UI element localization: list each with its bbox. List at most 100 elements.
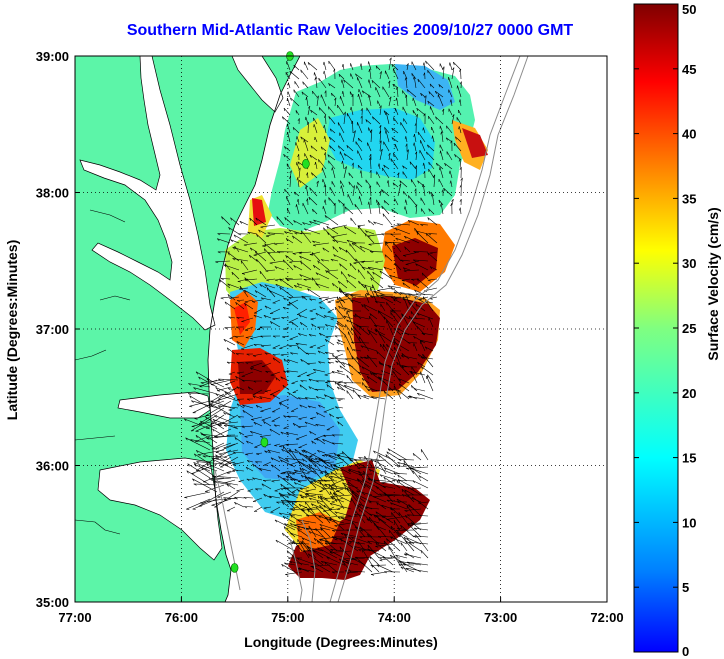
velocity-vector — [403, 251, 420, 256]
vector-head — [324, 215, 327, 219]
velocity-vector — [309, 481, 324, 489]
velocity-vector — [393, 339, 402, 352]
velocity-vector — [308, 196, 318, 206]
velocity-vector — [353, 513, 366, 517]
vector-head — [304, 476, 307, 480]
vector-head — [361, 479, 365, 483]
velocity-vector — [378, 376, 394, 384]
velocity-vector — [328, 160, 336, 170]
vector-head — [378, 333, 381, 337]
vector-head — [323, 70, 325, 74]
vector-head — [303, 279, 307, 281]
velocity-vector — [210, 379, 232, 385]
vector-head — [335, 301, 339, 303]
velocity-vector — [285, 277, 294, 280]
vector-head — [323, 315, 327, 318]
vector-head — [226, 472, 230, 474]
velocity-vector — [396, 223, 411, 226]
velocity-vector — [281, 317, 290, 319]
vector-head — [341, 64, 344, 68]
vector-head — [443, 187, 445, 192]
velocity-vector — [287, 91, 291, 98]
velocity-vector — [390, 312, 402, 328]
vector-head — [320, 459, 324, 463]
vector-head — [349, 263, 352, 267]
vector-head — [283, 415, 286, 418]
vector-head — [369, 513, 372, 517]
velocity-vector — [343, 315, 354, 320]
vector-head — [283, 259, 285, 263]
velocity-vector — [232, 461, 245, 466]
velocity-vector — [393, 153, 399, 161]
vector-head — [420, 356, 424, 359]
vector-head — [332, 530, 336, 532]
velocity-vector — [301, 508, 317, 511]
vector-head — [249, 217, 252, 222]
vector-head — [378, 310, 381, 314]
velocity-vector — [254, 290, 267, 298]
vector-head — [318, 107, 321, 111]
vector-head — [351, 162, 354, 166]
velocity-vector — [389, 274, 402, 280]
velocity-vector — [459, 158, 462, 170]
velocity-vector — [367, 233, 384, 237]
velocity-vector — [438, 199, 444, 206]
velocity-vector — [305, 488, 317, 492]
velocity-vector — [336, 322, 344, 328]
vector-head — [408, 316, 410, 320]
velocity-vector — [341, 296, 357, 301]
vector-head — [332, 354, 334, 358]
vector-head — [305, 397, 308, 400]
velocity-vector — [296, 204, 300, 215]
x-tick-label: 73:00 — [484, 610, 517, 625]
vector-head — [191, 426, 195, 428]
vector-head — [275, 539, 278, 543]
vector-head — [338, 305, 341, 309]
vector-head — [328, 454, 332, 458]
vector-head — [317, 547, 320, 551]
vector-head — [390, 226, 394, 228]
velocity-vector — [201, 433, 218, 437]
vector-head — [357, 371, 361, 375]
velocity-vector — [325, 296, 339, 300]
velocity-vector — [412, 283, 420, 289]
vector-head — [264, 305, 268, 309]
velocity-vector — [269, 308, 281, 314]
velocity-vector — [311, 323, 317, 328]
vector-head — [357, 225, 360, 229]
vector-head — [242, 410, 245, 413]
vector-head — [419, 339, 423, 343]
velocity-vector — [457, 85, 462, 98]
vector-head — [186, 470, 189, 474]
velocity-vector — [362, 90, 372, 98]
vector-head — [352, 326, 355, 330]
vector-head — [353, 242, 357, 245]
velocity-vector — [346, 375, 354, 384]
velocity-vector — [312, 549, 331, 559]
vector-head — [330, 486, 333, 489]
vector-head — [284, 562, 287, 565]
vector-head — [324, 498, 328, 500]
vector-head — [331, 167, 333, 171]
vector-head — [394, 262, 396, 266]
vector-head — [279, 402, 282, 406]
velocity-vector — [293, 265, 303, 271]
velocity-vector — [286, 278, 303, 280]
vector-head — [413, 336, 416, 339]
velocity-vector — [420, 356, 434, 360]
vector-head — [253, 254, 257, 257]
vector-head — [192, 478, 195, 482]
velocity-vector — [299, 488, 308, 490]
velocity-vector — [296, 136, 300, 143]
velocity-vector — [302, 202, 309, 215]
velocity-vector — [365, 119, 372, 125]
velocity-vector — [357, 478, 366, 489]
vector-head — [319, 333, 322, 336]
velocity-vector — [301, 295, 308, 301]
vector-head — [246, 478, 250, 481]
velocity-vector — [296, 162, 300, 170]
velocity-vector — [200, 498, 225, 504]
velocity-vector — [264, 450, 272, 454]
velocity-vector — [300, 261, 312, 271]
vector-head — [193, 483, 197, 486]
